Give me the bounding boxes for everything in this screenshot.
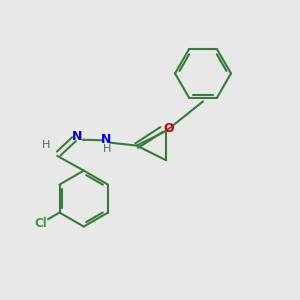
- Text: O: O: [163, 122, 174, 135]
- Text: H: H: [42, 140, 50, 150]
- Text: N: N: [100, 133, 111, 146]
- Text: N: N: [72, 130, 82, 143]
- Text: H: H: [103, 144, 111, 154]
- Text: Cl: Cl: [34, 217, 47, 230]
